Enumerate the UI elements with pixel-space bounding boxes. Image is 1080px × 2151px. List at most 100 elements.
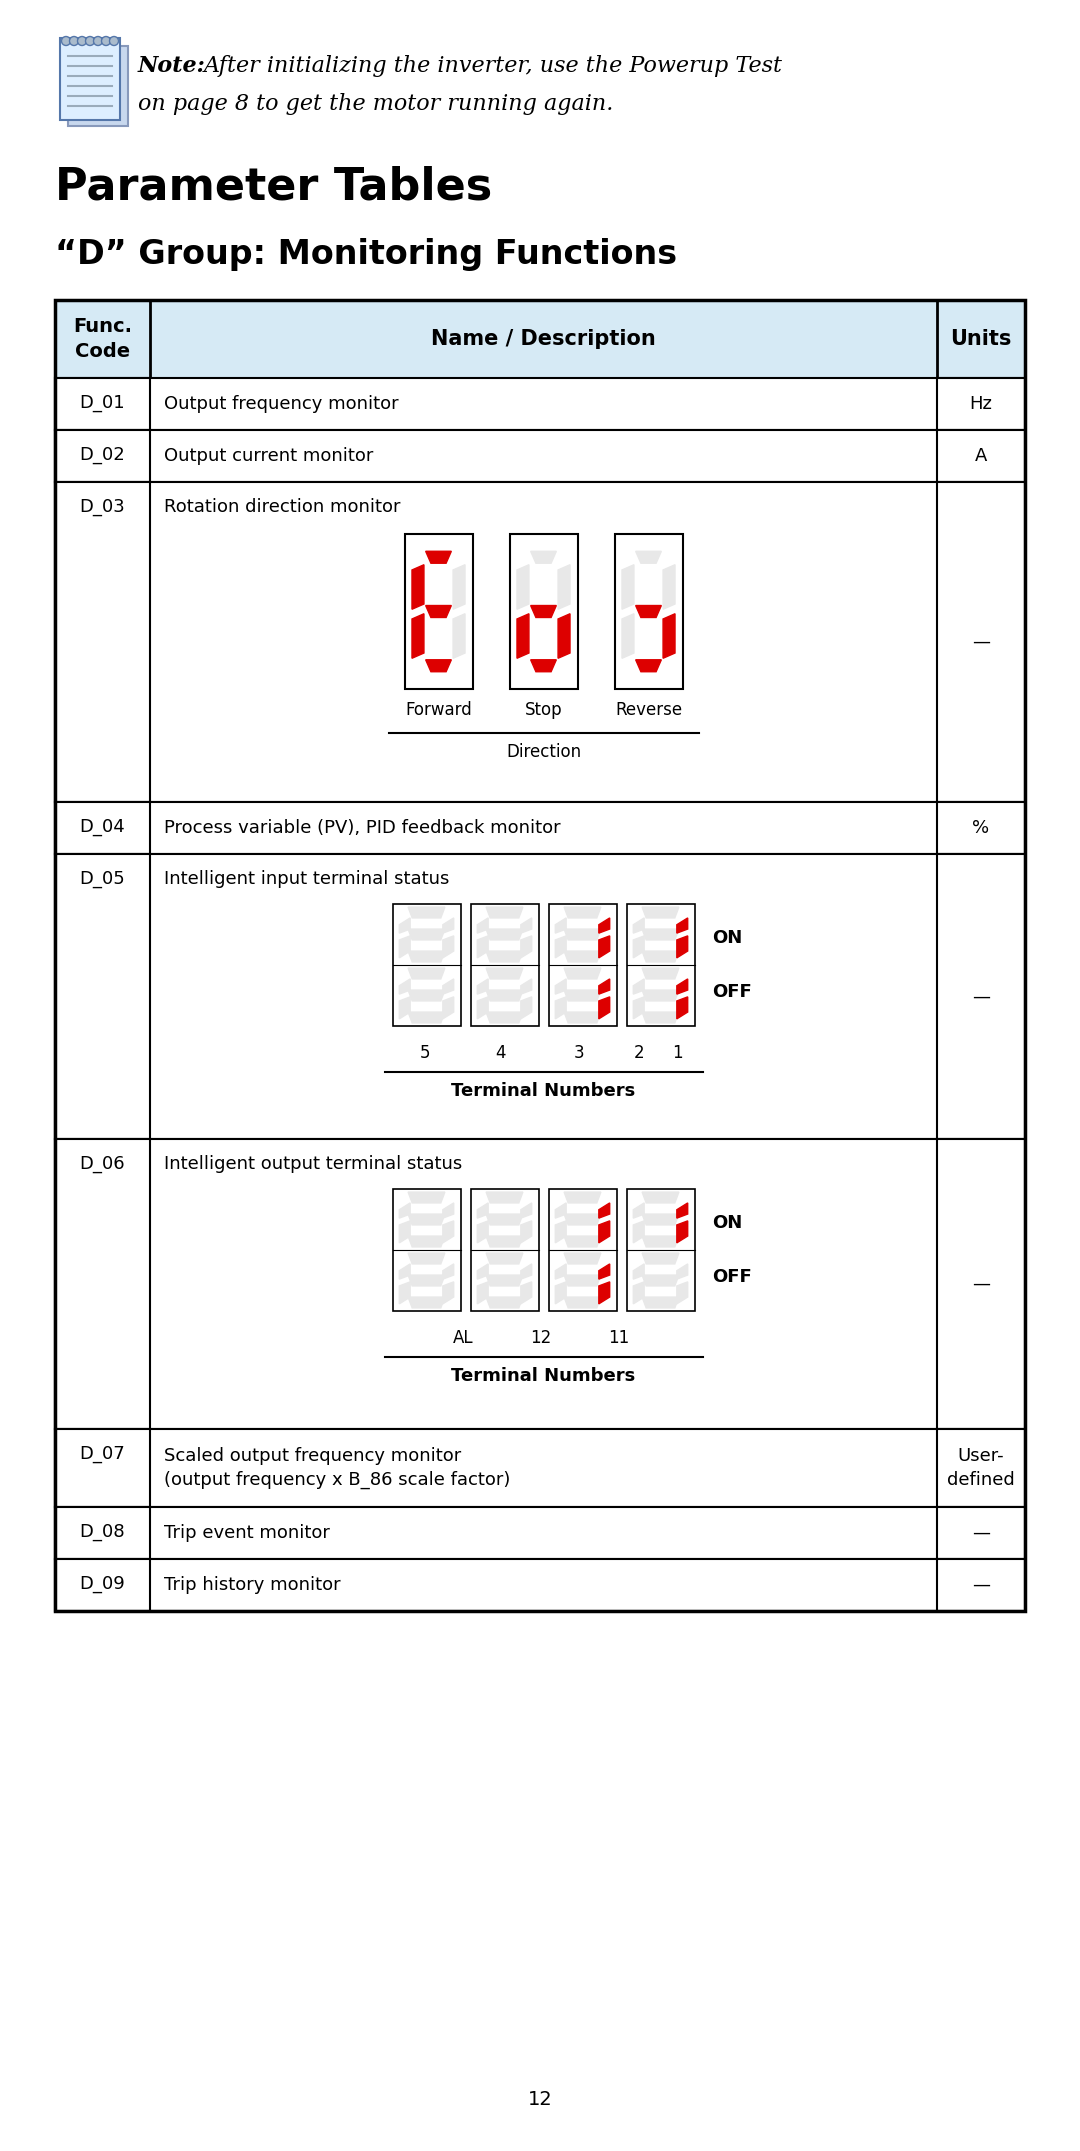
Bar	[55, 379, 150, 430]
Text: Output current monitor: Output current monitor	[164, 447, 374, 465]
Bar	[55, 482, 150, 802]
Polygon shape	[408, 929, 445, 940]
Polygon shape	[633, 1202, 644, 1217]
Polygon shape	[598, 996, 610, 1020]
Bar	[510, 533, 578, 688]
Bar	[55, 802, 1025, 854]
Polygon shape	[555, 996, 566, 1020]
Bar	[55, 854, 150, 1140]
Polygon shape	[521, 936, 531, 957]
Text: D_02: D_02	[80, 445, 125, 465]
Bar	[615, 533, 683, 688]
Polygon shape	[408, 951, 445, 961]
Polygon shape	[521, 979, 531, 994]
Bar	[549, 1190, 617, 1310]
Bar	[626, 903, 694, 1026]
Bar	[937, 1428, 1025, 1508]
Polygon shape	[564, 1297, 600, 1308]
Polygon shape	[477, 1282, 488, 1304]
Polygon shape	[400, 936, 410, 957]
Text: D_03: D_03	[80, 499, 125, 516]
Circle shape	[62, 37, 70, 45]
Polygon shape	[643, 1213, 679, 1224]
Polygon shape	[400, 979, 410, 994]
Polygon shape	[598, 936, 610, 957]
Text: D_01: D_01	[80, 394, 125, 413]
Polygon shape	[477, 918, 488, 934]
Polygon shape	[555, 979, 566, 994]
Polygon shape	[598, 1222, 610, 1243]
Polygon shape	[426, 551, 451, 564]
Polygon shape	[677, 1282, 688, 1304]
Bar	[55, 299, 1025, 1611]
Text: D_06: D_06	[80, 1155, 125, 1172]
Polygon shape	[443, 1222, 454, 1243]
Text: 4: 4	[496, 1043, 505, 1063]
Polygon shape	[486, 968, 523, 979]
Polygon shape	[443, 936, 454, 957]
Polygon shape	[530, 607, 556, 617]
Polygon shape	[555, 1265, 566, 1280]
Polygon shape	[477, 996, 488, 1020]
Text: 1: 1	[673, 1043, 683, 1063]
Polygon shape	[426, 607, 451, 617]
Polygon shape	[558, 566, 570, 609]
Polygon shape	[636, 660, 661, 671]
Polygon shape	[411, 613, 424, 658]
Polygon shape	[633, 996, 644, 1020]
Polygon shape	[517, 613, 529, 658]
Text: 5: 5	[420, 1043, 430, 1063]
Text: Intelligent input terminal status: Intelligent input terminal status	[164, 869, 449, 888]
Polygon shape	[643, 1237, 679, 1248]
Polygon shape	[643, 989, 679, 1000]
Polygon shape	[598, 1202, 610, 1217]
Polygon shape	[555, 936, 566, 957]
Polygon shape	[453, 566, 465, 609]
Polygon shape	[477, 1222, 488, 1243]
Text: Units: Units	[950, 329, 1012, 348]
Bar	[937, 482, 1025, 802]
Polygon shape	[443, 1202, 454, 1217]
Polygon shape	[643, 1254, 679, 1265]
Text: Trip event monitor: Trip event monitor	[164, 1525, 329, 1542]
Polygon shape	[443, 996, 454, 1020]
Polygon shape	[400, 1282, 410, 1304]
Polygon shape	[426, 660, 451, 671]
Bar	[392, 903, 460, 1026]
Text: ON: ON	[713, 929, 743, 946]
Bar	[55, 802, 150, 854]
Polygon shape	[643, 951, 679, 961]
Polygon shape	[530, 660, 556, 671]
Polygon shape	[564, 968, 600, 979]
Polygon shape	[408, 1297, 445, 1308]
Polygon shape	[486, 1192, 523, 1202]
Bar	[55, 482, 1025, 802]
Polygon shape	[564, 1013, 600, 1024]
Text: Terminal Numbers: Terminal Numbers	[451, 1368, 636, 1385]
Polygon shape	[564, 929, 600, 940]
Text: OFF: OFF	[713, 1267, 753, 1286]
Polygon shape	[408, 1192, 445, 1202]
Polygon shape	[677, 1265, 688, 1280]
Polygon shape	[598, 918, 610, 934]
Polygon shape	[400, 996, 410, 1020]
Polygon shape	[400, 1202, 410, 1217]
Polygon shape	[486, 929, 523, 940]
Text: —: —	[972, 987, 990, 1005]
Polygon shape	[663, 613, 675, 658]
Bar	[626, 1190, 694, 1310]
Polygon shape	[643, 1013, 679, 1024]
Polygon shape	[486, 989, 523, 1000]
Polygon shape	[643, 908, 679, 918]
Text: AL: AL	[453, 1329, 473, 1347]
Text: Process variable (PV), PID feedback monitor: Process variable (PV), PID feedback moni…	[164, 820, 561, 837]
Text: “D” Group: Monitoring Functions: “D” Group: Monitoring Functions	[55, 239, 677, 271]
Text: OFF: OFF	[713, 983, 753, 1000]
Polygon shape	[633, 1222, 644, 1243]
Polygon shape	[521, 1282, 531, 1304]
Polygon shape	[555, 1202, 566, 1217]
Polygon shape	[555, 1222, 566, 1243]
Polygon shape	[443, 1265, 454, 1280]
Bar	[471, 903, 539, 1026]
Bar	[55, 430, 150, 482]
